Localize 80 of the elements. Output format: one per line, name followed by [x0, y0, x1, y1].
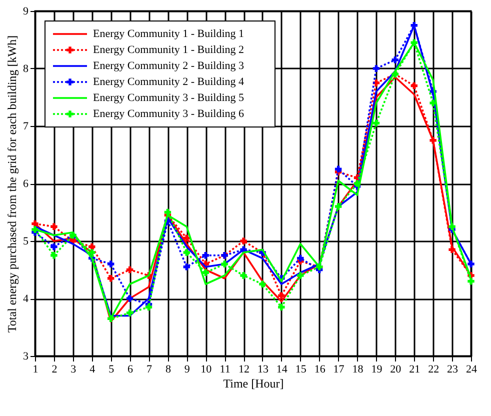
- legend-label: Energy Community 1 - Building 1: [93, 28, 244, 40]
- x-tick-label: 16: [314, 364, 326, 376]
- point: [354, 180, 361, 187]
- point: [259, 280, 266, 288]
- x-axis-title: Time [Hour]: [223, 376, 284, 390]
- x-tick-label: 19: [371, 364, 383, 376]
- y-tick-label: 3: [23, 350, 29, 362]
- point: [240, 272, 247, 279]
- legend-label: Energy Community 2 - Building 4: [93, 76, 245, 88]
- point: [334, 166, 342, 172]
- x-tick-label: 12: [238, 364, 250, 376]
- y-tick-label: 8: [23, 63, 29, 75]
- point: [372, 65, 380, 72]
- y-tick-label: 5: [23, 236, 29, 248]
- x-tick-label: 24: [466, 364, 478, 376]
- point: [88, 249, 96, 256]
- x-tick-label: 2: [52, 364, 58, 376]
- y-tick-label: 9: [23, 6, 29, 18]
- x-tick-label: 15: [295, 364, 307, 376]
- x-tick-label: 13: [257, 364, 269, 376]
- legend-label: Energy Community 3 - Building 5: [93, 92, 245, 104]
- x-tick-label: 17: [333, 364, 345, 376]
- point: [183, 264, 190, 270]
- x-tick-label: 8: [165, 364, 172, 376]
- point: [410, 39, 418, 46]
- y-tick-label: 4: [23, 293, 29, 305]
- point: [410, 22, 418, 29]
- y-axis-title: Total energy purchased from the grid for each building [kWh]: [5, 35, 19, 333]
- legend-label: Energy Community 2 - Building 3: [93, 60, 245, 72]
- point: [126, 295, 134, 302]
- point: [392, 56, 399, 64]
- legend-label: Energy Community 3 - Building 6: [93, 108, 245, 120]
- y-tick-label: 7: [23, 120, 29, 132]
- point: [297, 272, 304, 279]
- point: [107, 275, 114, 282]
- x-tick-label: 3: [70, 364, 77, 376]
- point: [202, 252, 209, 259]
- y-tick-label: 6: [23, 178, 29, 190]
- x-tick-label: 4: [90, 364, 96, 376]
- point: [50, 252, 58, 259]
- point: [448, 223, 456, 230]
- point: [126, 310, 134, 316]
- point: [278, 304, 285, 310]
- x-tick-label: 23: [447, 364, 459, 376]
- point: [202, 269, 209, 276]
- x-tick-label: 14: [276, 364, 288, 376]
- x-tick-label: 22: [428, 364, 440, 376]
- x-tick-label: 18: [352, 364, 364, 376]
- point: [372, 120, 380, 126]
- point: [50, 243, 58, 250]
- x-tick-label: 1: [32, 364, 38, 376]
- legend-label: Energy Community 1 - Building 2: [93, 44, 244, 56]
- point: [164, 208, 172, 216]
- x-tick-label: 11: [220, 364, 230, 376]
- point: [410, 82, 418, 90]
- point: [32, 220, 38, 228]
- point: [50, 223, 58, 230]
- point: [221, 260, 228, 268]
- point: [240, 238, 247, 244]
- x-tick-label: 6: [128, 364, 134, 376]
- point: [145, 304, 152, 310]
- point: [297, 254, 304, 262]
- x-tick-label: 7: [146, 364, 152, 376]
- point: [126, 266, 134, 274]
- x-tick-label: 9: [184, 364, 190, 376]
- x-tick-label: 5: [108, 364, 115, 376]
- point: [32, 226, 38, 233]
- point: [468, 278, 474, 285]
- point: [107, 315, 114, 322]
- point: [430, 100, 436, 106]
- x-tick-label: 21: [409, 364, 420, 376]
- x-tick-label: 20: [390, 364, 402, 376]
- point: [107, 260, 114, 268]
- point: [278, 292, 285, 299]
- x-tick-label: 10: [200, 364, 212, 376]
- point: [334, 203, 342, 210]
- point: [448, 246, 456, 253]
- point: [430, 137, 436, 144]
- point: [183, 249, 190, 256]
- point: [468, 260, 474, 268]
